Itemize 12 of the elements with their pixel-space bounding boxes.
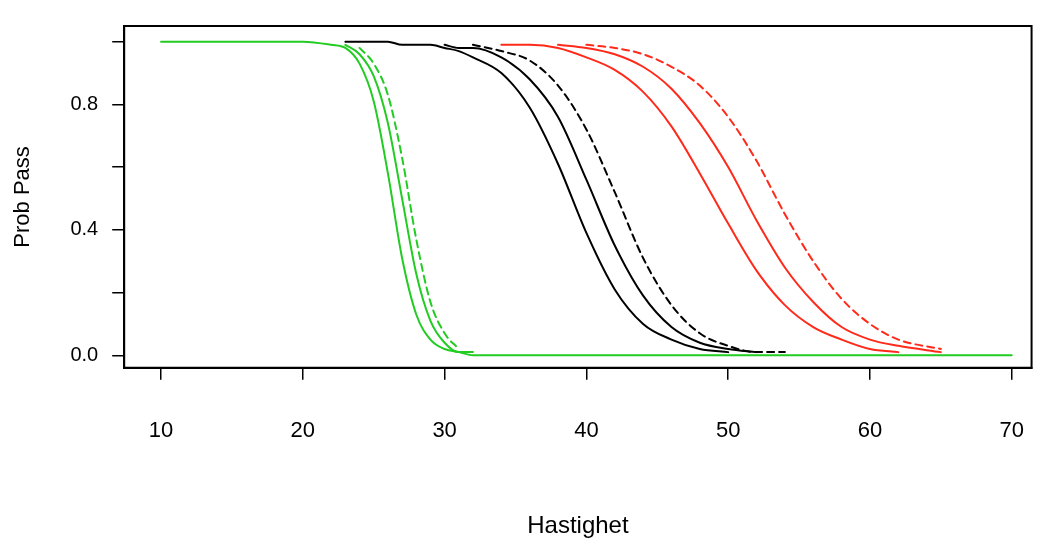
x-tick-label: 30	[432, 417, 457, 443]
x-tick-label: 70	[999, 417, 1024, 443]
x-tick-label: 50	[715, 417, 741, 443]
x-axis-title: Hastighet	[527, 511, 629, 539]
x-tick-label: 40	[574, 417, 599, 443]
y-tick-label: 0.8	[70, 91, 99, 114]
y-axis-title: Prob Pass	[9, 146, 35, 248]
x-tick-label: 10	[148, 417, 174, 443]
x-tick-label: 60	[857, 417, 883, 443]
x-tick-label: 20	[290, 417, 316, 443]
y-tick-label: 0.0	[70, 342, 99, 365]
y-tick-label: 0.4	[70, 217, 99, 240]
